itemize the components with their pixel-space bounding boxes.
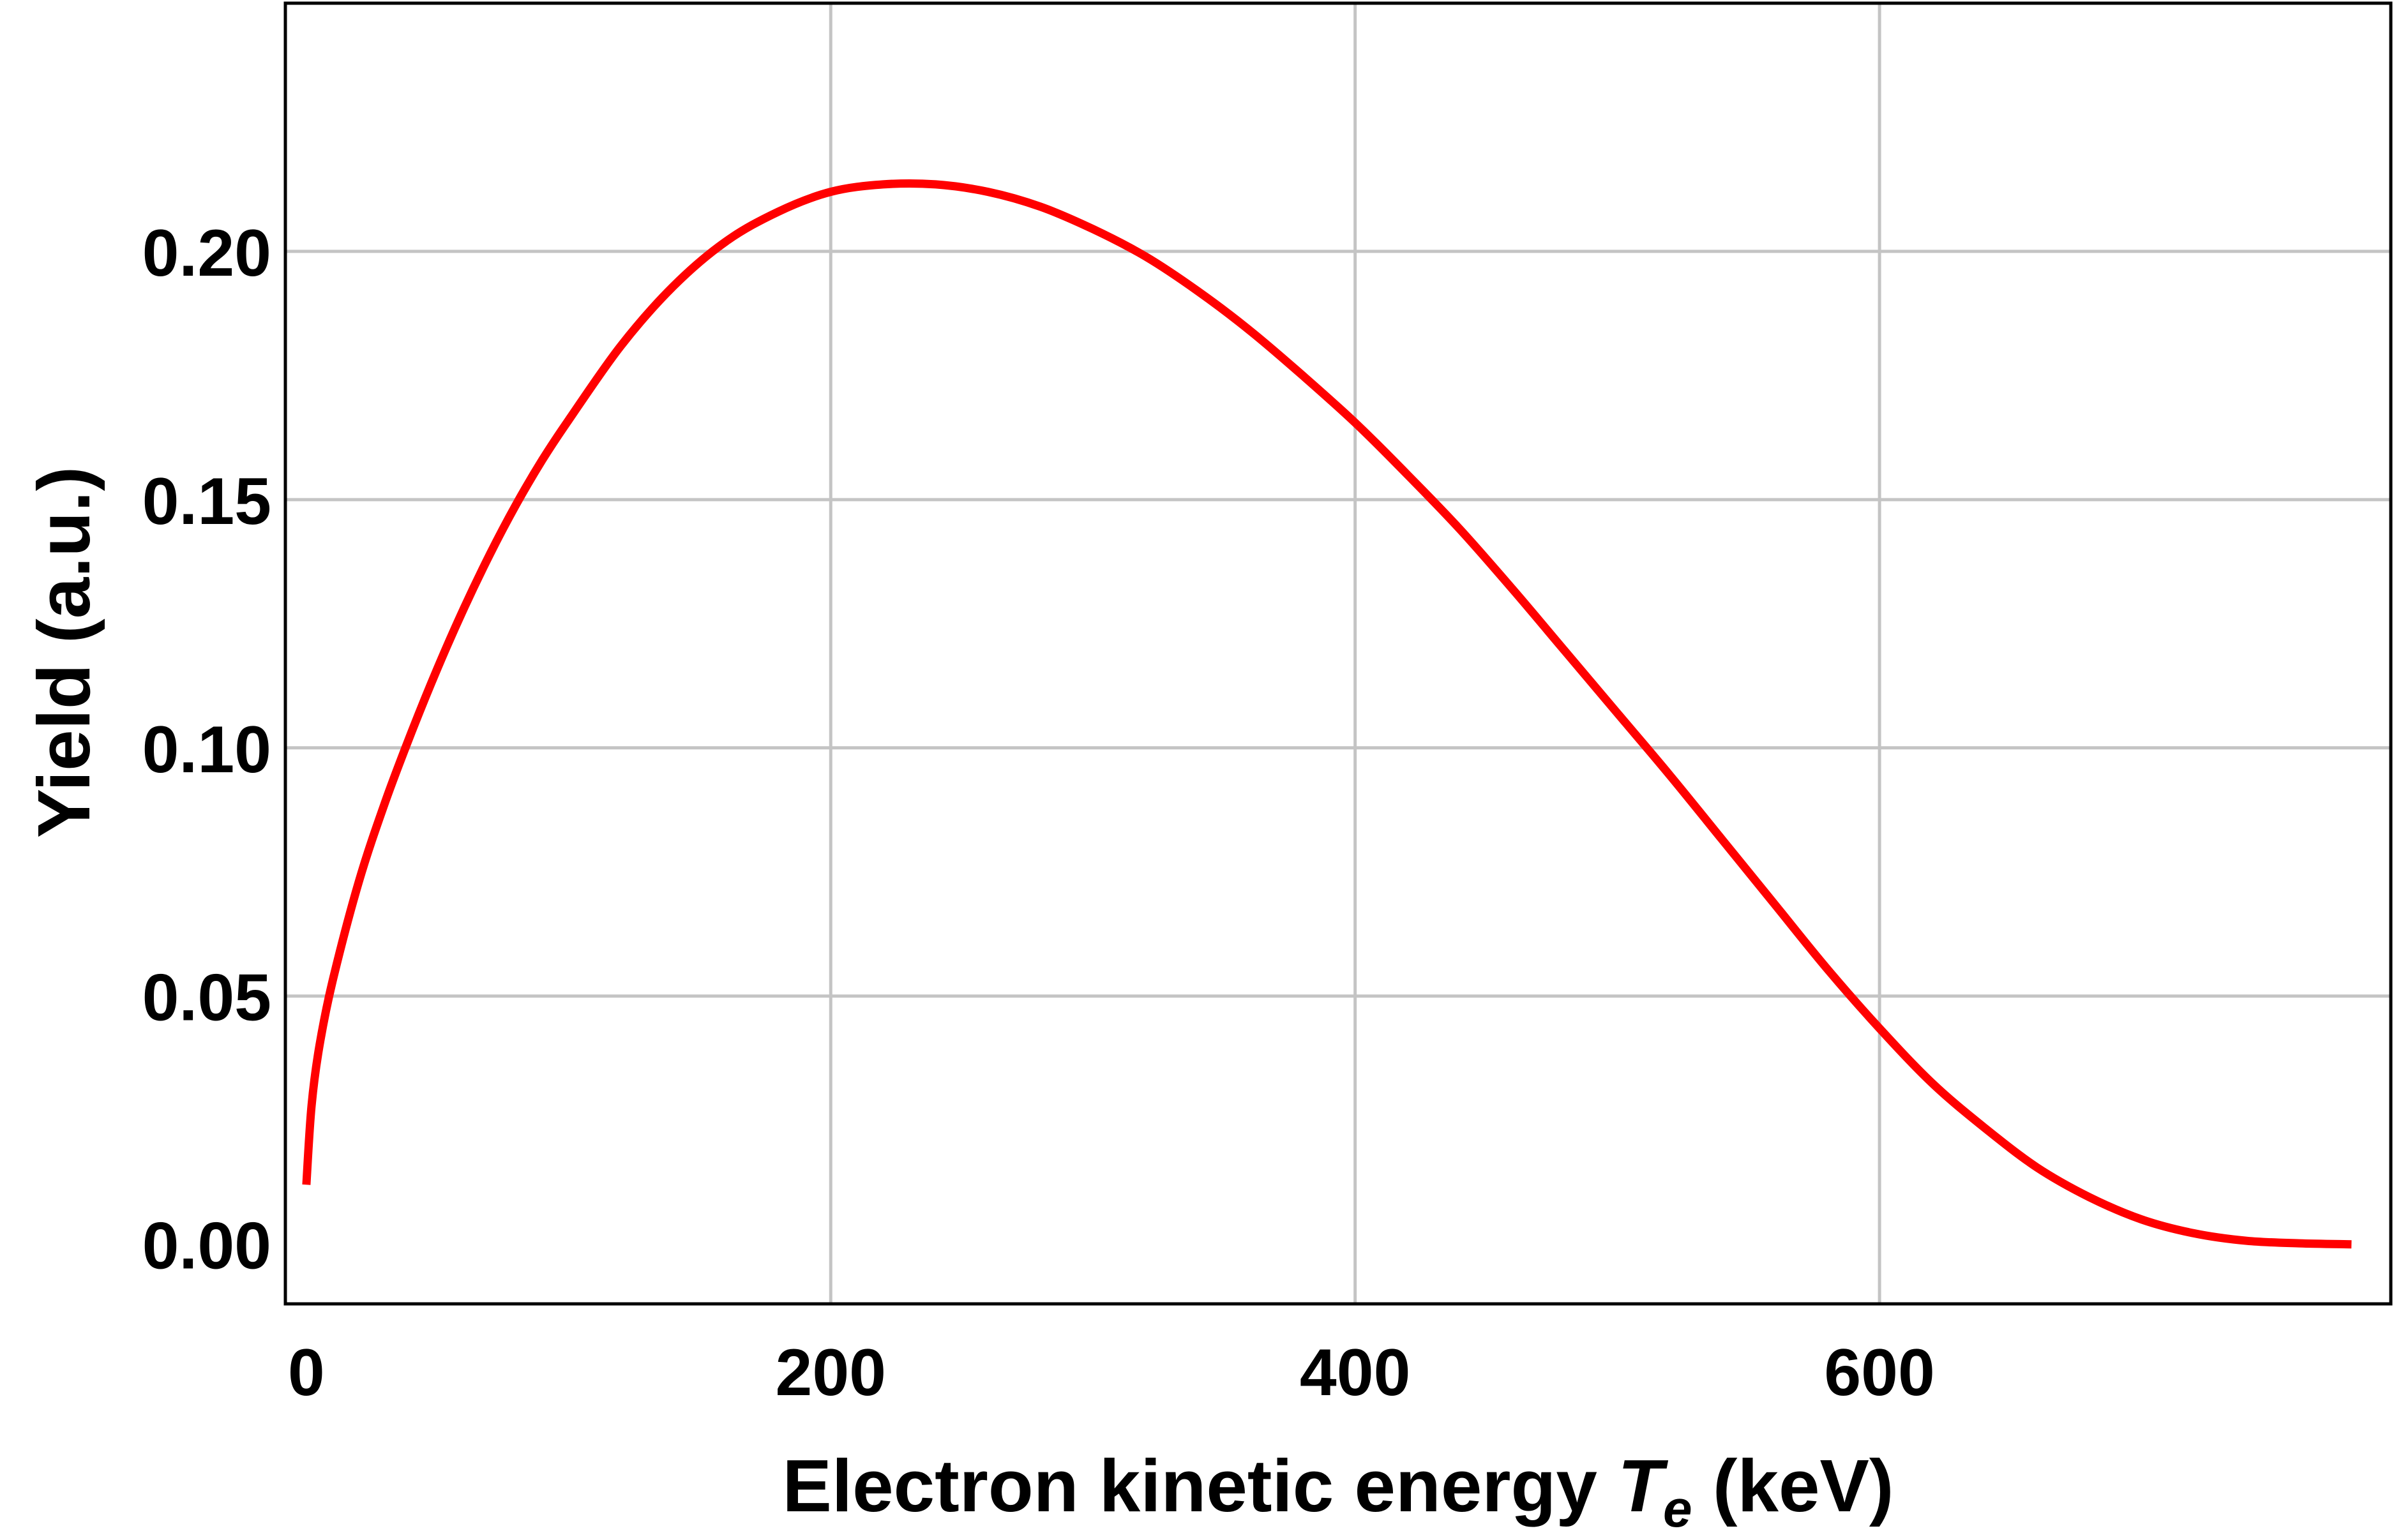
x-axis-title: Electron kinetic energy Te (keV): [782, 1444, 1893, 1537]
y-tick-label: 0.05: [142, 961, 271, 1035]
y-tick-label: 0.00: [142, 1209, 271, 1283]
x-axis-title-main: Electron kinetic energy: [782, 1444, 1618, 1527]
y-tick-label: 0.15: [142, 465, 271, 539]
y-tick-label: 0.10: [142, 713, 271, 787]
x-tick-label: 400: [1300, 1336, 1411, 1410]
grid-lines: [285, 3, 2391, 1304]
x-tick-label: 200: [776, 1336, 887, 1410]
x-axis-title-subscript: e: [1663, 1480, 1692, 1537]
series-layer: [302, 179, 2352, 1249]
y-tick-label: 0.20: [142, 216, 271, 290]
x-axis-title-unit: (keV): [1692, 1444, 1894, 1527]
plot-frame: [283, 1, 2393, 1306]
x-tick-label: 600: [1824, 1336, 1935, 1410]
x-tick-label: 0: [288, 1336, 325, 1410]
tick-labels: 0 200 400 600 0.00 0.05 0.10 0.15 0.20: [142, 216, 1935, 1410]
x-axis-title-symbol: T: [1618, 1444, 1669, 1527]
yield-curve: [302, 179, 2352, 1249]
y-axis-title: Yield (a.u.): [22, 467, 105, 838]
